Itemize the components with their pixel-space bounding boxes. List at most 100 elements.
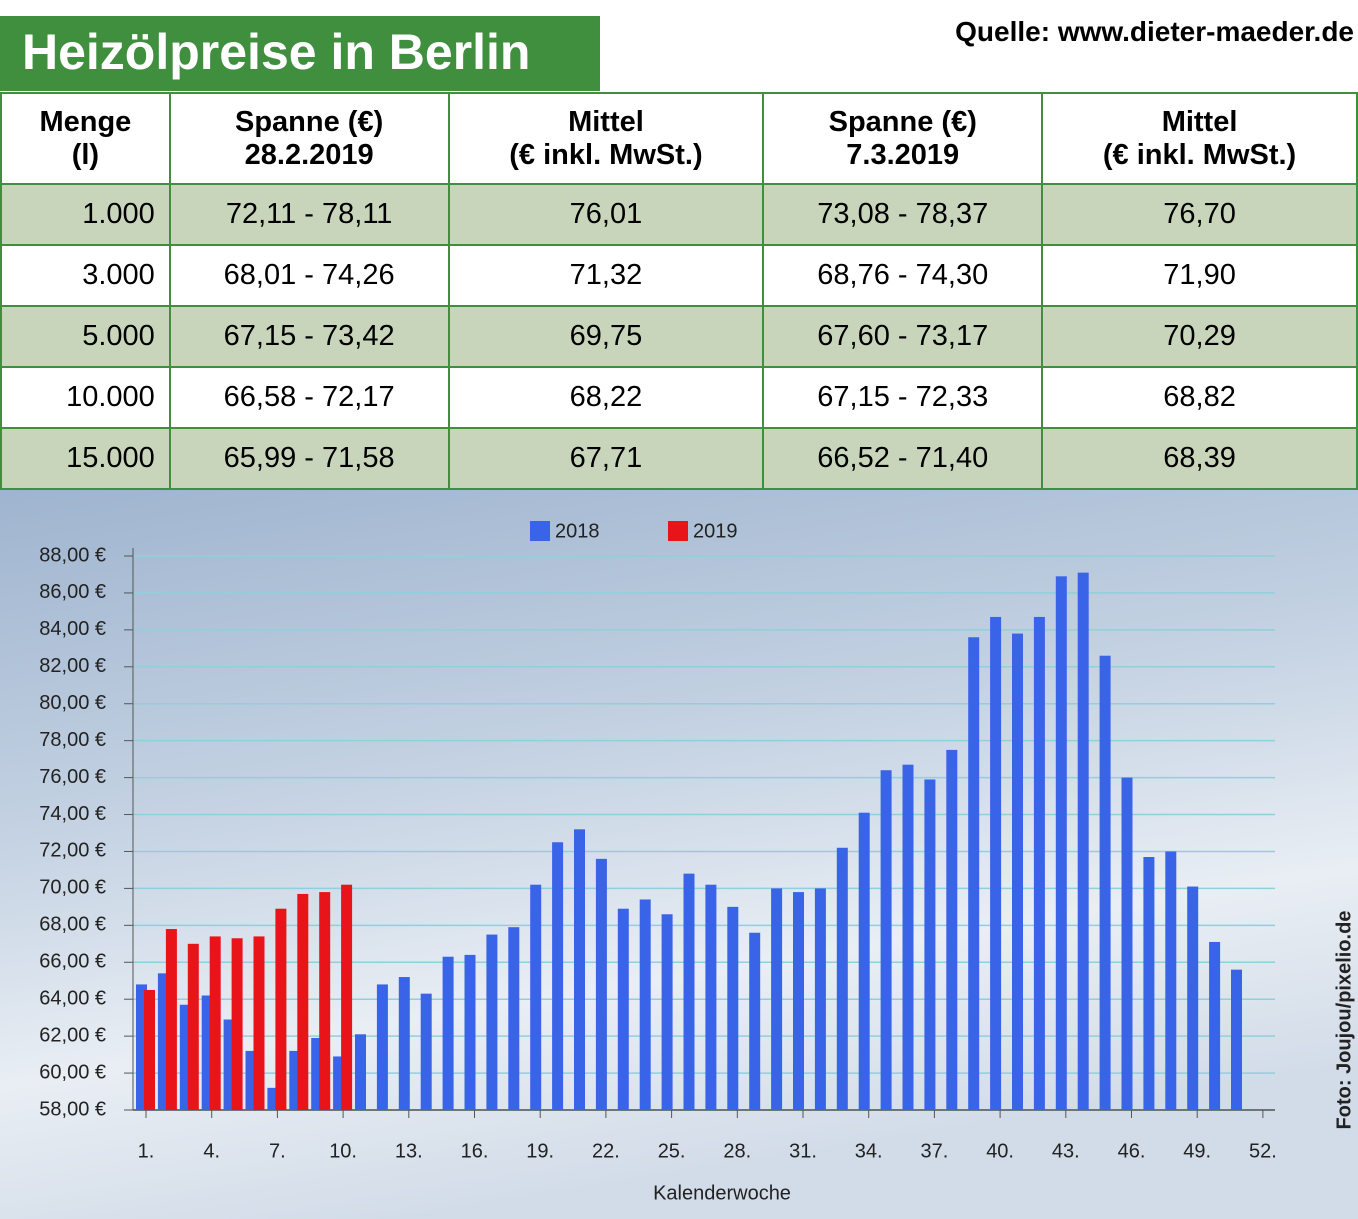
y-tick-label: 88,00 €	[39, 544, 106, 566]
table-cell: 65,99 - 71,58	[168, 427, 450, 490]
bar	[661, 914, 673, 1110]
bar	[1231, 969, 1242, 1110]
column-header: Menge (l)	[0, 92, 171, 185]
table-cell: 67,15 - 72,33	[762, 366, 1044, 429]
x-tick-label: 40.	[986, 1140, 1014, 1162]
x-axis-label: Kalenderwoche	[653, 1182, 791, 1204]
x-tick-label: 31.	[789, 1140, 817, 1162]
header-line: (€ inkl. MwSt.)	[509, 138, 703, 171]
bar	[398, 977, 410, 1110]
x-tick-label: 37.	[920, 1140, 948, 1162]
table-cell: 76,01	[447, 183, 765, 246]
header-line: Spanne (€)	[235, 105, 384, 138]
legend-label: 2019	[693, 520, 738, 542]
x-tick-label: 43.	[1052, 1140, 1080, 1162]
x-tick-label: 52.	[1249, 1140, 1277, 1162]
x-tick-label: 46.	[1118, 1140, 1146, 1162]
x-tick-label: 16.	[461, 1140, 489, 1162]
bar	[705, 884, 717, 1110]
y-tick-label: 74,00 €	[39, 803, 106, 825]
bar	[267, 1087, 279, 1110]
bar	[749, 932, 761, 1110]
table-cell: 71,90	[1041, 244, 1358, 307]
x-tick-label: 10.	[329, 1140, 357, 1162]
y-tick-label: 70,00 €	[39, 877, 106, 899]
table-cell: 71,32	[447, 244, 765, 307]
table-cell: 68,22	[447, 366, 765, 429]
header-line: (€ inkl. MwSt.)	[1102, 138, 1297, 171]
bar	[1165, 851, 1177, 1110]
bar	[574, 829, 585, 1110]
bar	[187, 943, 199, 1110]
bar	[990, 616, 1002, 1110]
bar	[1055, 576, 1067, 1110]
bar	[1187, 886, 1199, 1110]
x-tick-label: 13.	[395, 1140, 423, 1162]
legend-swatch	[668, 521, 688, 541]
y-tick-label: 84,00 €	[39, 618, 106, 640]
table-cell: 5.000	[0, 305, 171, 368]
bar	[231, 938, 243, 1110]
header-line: Menge	[39, 105, 132, 138]
bar	[319, 892, 331, 1110]
table-row: 10.000 66,58 - 72,17 68,22 67,15 - 72,33 68,…	[0, 366, 1358, 429]
bar	[902, 764, 914, 1110]
bar	[144, 989, 155, 1110]
y-tick-label: 86,00 €	[39, 581, 106, 603]
table-row: 15.000 65,99 - 71,58 67,71 66,52 - 71,40 68,…	[0, 427, 1358, 490]
bar	[442, 956, 454, 1110]
bar	[683, 873, 695, 1110]
bar	[771, 888, 783, 1110]
table-row: 5.000 67,15 - 73,42 69,75 67,60 - 73,17 70,2…	[0, 305, 1358, 368]
header-line: (l)	[71, 138, 100, 171]
bar	[253, 936, 265, 1110]
table-cell: 67,15 - 73,42	[168, 305, 450, 368]
column-header: Spanne (€) 7.3.2019	[762, 92, 1044, 185]
table-cell: 3.000	[0, 244, 171, 307]
x-tick-label: 22.	[592, 1140, 620, 1162]
bar	[275, 908, 287, 1110]
x-tick-label: 7.	[269, 1140, 286, 1162]
bar	[530, 884, 542, 1110]
y-tick-label: 78,00 €	[39, 729, 106, 751]
bar	[165, 929, 177, 1110]
y-tick-label: 60,00 €	[39, 1061, 106, 1083]
bar	[179, 1004, 191, 1110]
bar	[552, 842, 564, 1110]
bar	[793, 892, 804, 1110]
bar	[1099, 655, 1111, 1110]
bar	[836, 847, 848, 1110]
x-tick-label: 28.	[723, 1140, 751, 1162]
x-tick-label: 34.	[855, 1140, 883, 1162]
table-cell: 70,29	[1041, 305, 1358, 368]
column-header: Mittel (€ inkl. MwSt.)	[447, 92, 765, 185]
table-cell: 68,39	[1041, 427, 1358, 490]
bar	[880, 770, 892, 1110]
source: Quelle: www.dieter-maeder.de	[955, 16, 1354, 47]
bar	[595, 858, 607, 1110]
chart: Kalenderwoche Foto: Joujou/pixelio.de 58…	[0, 490, 1358, 1219]
x-tick-label: 19.	[526, 1140, 554, 1162]
table-cell: 1.000	[0, 183, 171, 246]
table-row: 1.000 72,11 - 78,11 76,01 73,08 - 78,37 76,7…	[0, 183, 1358, 246]
bar	[814, 888, 826, 1110]
y-tick-label: 80,00 €	[39, 692, 106, 714]
table-cell: 67,71	[447, 427, 765, 490]
photo-credit: Foto: Joujou/pixelio.de	[1333, 911, 1355, 1130]
bar	[968, 637, 980, 1110]
x-tick-label: 25.	[658, 1140, 686, 1162]
bar	[617, 908, 629, 1110]
header-line: 28.2.2019	[244, 138, 374, 171]
bar	[858, 812, 870, 1110]
bar	[157, 973, 169, 1110]
bar	[946, 749, 958, 1110]
bar	[245, 1050, 257, 1110]
bar	[727, 906, 739, 1110]
table-cell: 66,52 - 71,40	[762, 427, 1044, 490]
column-header: Spanne (€) 28.2.2019	[168, 92, 450, 185]
bar	[1121, 777, 1133, 1110]
price-table: Menge (l) Spanne (€) 28.2.2019 Mittel (€ inkl…	[0, 92, 1358, 490]
bar	[464, 954, 476, 1110]
table-cell: 15.000	[0, 427, 171, 490]
bar	[333, 1056, 345, 1110]
